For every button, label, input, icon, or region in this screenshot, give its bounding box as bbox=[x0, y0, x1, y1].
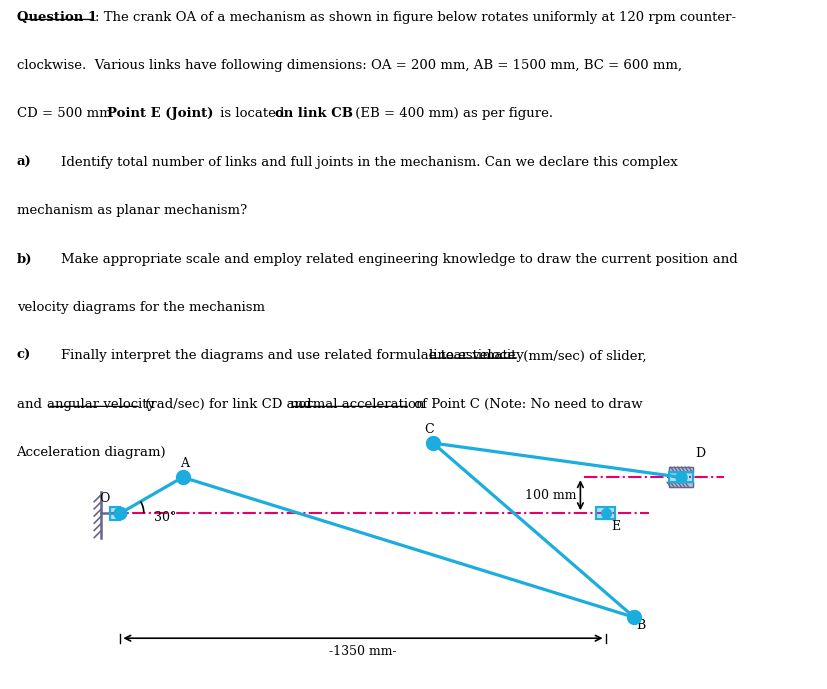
Text: on link CB: on link CB bbox=[275, 107, 353, 121]
Text: mechanism as planar mechanism?: mechanism as planar mechanism? bbox=[17, 204, 246, 217]
Text: B: B bbox=[635, 619, 644, 632]
Text: b): b) bbox=[17, 253, 32, 265]
Bar bbox=[668, 467, 692, 472]
Text: (rad/sec) for link CD and: (rad/sec) for link CD and bbox=[141, 398, 316, 411]
Bar bbox=[595, 507, 614, 519]
Text: Question 1: Question 1 bbox=[17, 11, 97, 23]
Text: normal acceleration: normal acceleration bbox=[289, 398, 423, 411]
Text: 100 mm: 100 mm bbox=[524, 489, 576, 502]
Text: E: E bbox=[611, 520, 620, 533]
Text: CD = 500 mm: CD = 500 mm bbox=[17, 107, 115, 121]
Bar bbox=[668, 472, 692, 482]
Text: Identify total number of links and full joints in the mechanism. Can we declare : Identify total number of links and full … bbox=[60, 156, 676, 169]
Text: c): c) bbox=[17, 349, 31, 362]
Bar bbox=[110, 506, 120, 520]
Text: O: O bbox=[99, 493, 109, 505]
Bar bbox=[668, 482, 692, 487]
Text: Finally interpret the diagrams and use related formulae to estimate: Finally interpret the diagrams and use r… bbox=[60, 349, 519, 362]
Text: velocity diagrams for the mechanism: velocity diagrams for the mechanism bbox=[17, 301, 265, 314]
Text: a): a) bbox=[17, 156, 31, 169]
Text: is located: is located bbox=[216, 107, 288, 121]
Text: of Point C (Note: No need to draw: of Point C (Note: No need to draw bbox=[409, 398, 642, 411]
Text: clockwise.  Various links have following dimensions: OA = 200 mm, AB = 1500 mm, : clockwise. Various links have following … bbox=[17, 59, 681, 72]
Bar bbox=[668, 482, 692, 487]
Bar bbox=[668, 472, 692, 482]
Text: D: D bbox=[695, 447, 705, 460]
Text: -1350 mm-: -1350 mm- bbox=[329, 646, 396, 659]
Text: angular velocity: angular velocity bbox=[47, 398, 155, 411]
Text: and: and bbox=[17, 398, 45, 411]
Text: 30°: 30° bbox=[154, 511, 176, 524]
Text: A: A bbox=[179, 457, 189, 470]
Text: Make appropriate scale and employ related engineering knowledge to draw the curr: Make appropriate scale and employ relate… bbox=[60, 253, 737, 265]
Text: Point E (Joint): Point E (Joint) bbox=[107, 107, 213, 121]
Text: C: C bbox=[424, 423, 433, 436]
Text: Acceleration diagram): Acceleration diagram) bbox=[17, 446, 166, 459]
Text: (mm/sec) of slider,: (mm/sec) of slider, bbox=[519, 349, 646, 362]
Bar bbox=[668, 467, 692, 472]
Text: : The crank OA of a mechanism as shown in figure below rotates uniformly at 120 : : The crank OA of a mechanism as shown i… bbox=[95, 11, 735, 23]
Text: (EB = 400 mm) as per figure.: (EB = 400 mm) as per figure. bbox=[351, 107, 552, 121]
Bar bbox=[595, 507, 614, 519]
Text: linear velocity: linear velocity bbox=[428, 349, 523, 362]
Bar bbox=[110, 506, 120, 520]
